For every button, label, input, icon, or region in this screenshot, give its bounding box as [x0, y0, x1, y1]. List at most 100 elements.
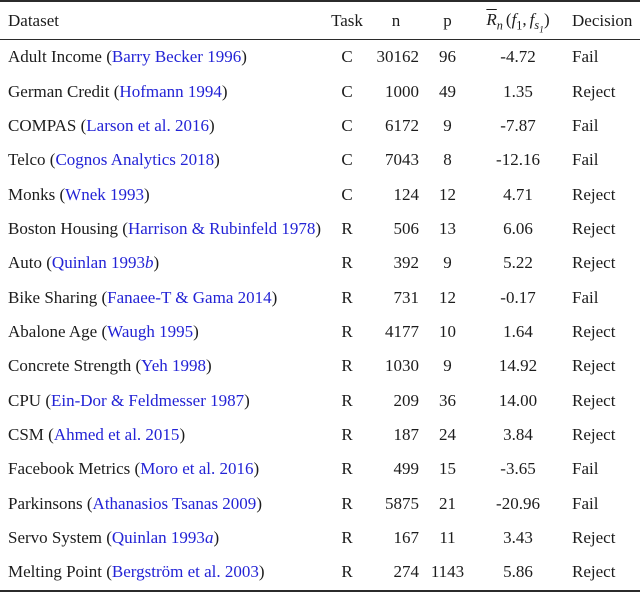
table-row: Boston Housing (Harrison & Rubinfeld 197… — [0, 212, 640, 246]
table-header: Dataset Task n p Rn (f1, fs1) Decision — [0, 1, 640, 40]
dataset-name: Auto — [8, 253, 42, 273]
citation-link[interactable]: Ein-Dor & Feldmesser 1987 — [51, 390, 245, 410]
task-cell: C — [341, 47, 353, 67]
dataset-cell: Bike Sharing (Fanaee-T & Gama 2014) — [0, 280, 324, 314]
p-cell: 15 — [439, 459, 456, 479]
table-row: Telco (Cognos Analytics 2018) C 7043 8 -… — [0, 143, 640, 177]
dataset-cell: Monks (Wnek 1993) — [0, 178, 324, 212]
paren: ) — [543, 10, 550, 30]
citation-link[interactable]: Quinlan 1993b — [51, 253, 154, 273]
paren: ( — [59, 184, 66, 204]
paren: ( — [113, 81, 120, 101]
dataset-name: Melting Point — [8, 562, 102, 582]
risk-cell: 5.22 — [503, 253, 533, 273]
n-cell: 124 — [393, 184, 420, 204]
citation-link[interactable]: Moro et al. 2016 — [140, 459, 254, 479]
paren: ) — [144, 184, 150, 204]
dataset-name: COMPAS — [8, 116, 77, 136]
paren: ) — [315, 219, 322, 238]
citation-link[interactable]: Ahmed et al. 2015 — [53, 424, 180, 444]
n-cell: 499 — [393, 459, 420, 479]
citation-link[interactable]: Hofmann 1994 — [119, 81, 222, 101]
column-header-n: n — [370, 1, 421, 40]
table-row: COMPAS (Larson et al. 2016) C 6172 9 -7.… — [0, 109, 640, 143]
task-cell: R — [341, 321, 353, 341]
n-cell: 6172 — [385, 116, 419, 136]
paren: ) — [209, 116, 215, 136]
paren: ) — [271, 287, 278, 307]
dataset-cell: COMPAS (Larson et al. 2016) — [0, 109, 324, 143]
p-cell: 9 — [443, 356, 452, 376]
paren: ( — [106, 47, 112, 67]
citation-link[interactable]: Larson et al. 2016 — [86, 116, 210, 136]
paren: ( — [134, 459, 141, 479]
task-cell: C — [341, 116, 353, 136]
n-cell: 187 — [393, 424, 420, 444]
dataset-cell: Concrete Strength (Yeh 1998) — [0, 349, 324, 383]
p-cell: 13 — [439, 219, 456, 238]
risk-cell: 14.92 — [498, 356, 538, 376]
decision-cell: Reject — [572, 184, 616, 204]
dataset-cell: Auto (Quinlan 1993b) — [0, 246, 324, 280]
task-cell: R — [341, 287, 353, 307]
decision-cell: Reject — [572, 424, 616, 444]
dataset-name: Facebook Metrics — [8, 459, 131, 479]
risk-cell: 3.43 — [503, 527, 533, 547]
decision-cell: Reject — [572, 390, 616, 410]
f1-subscript: 1 — [516, 18, 523, 33]
decision-cell: Fail — [572, 287, 599, 307]
risk-cell: 3.84 — [503, 424, 533, 444]
task-cell: R — [341, 562, 353, 582]
p-cell: 9 — [443, 116, 452, 136]
decision-cell: Reject — [572, 253, 616, 273]
rbar-symbol: R — [486, 10, 497, 30]
table-row: Adult Income (Barry Becker 1996) C 30162… — [0, 40, 640, 75]
risk-cell: 1.64 — [503, 321, 533, 341]
paren: ( — [505, 10, 512, 30]
table-row: Parkinsons (Athanasios Tsanas 2009) R 58… — [0, 486, 640, 520]
risk-cell: -0.17 — [500, 287, 536, 307]
p-cell: 9 — [443, 253, 452, 273]
paren: ( — [46, 253, 52, 273]
p-cell: 10 — [439, 321, 456, 341]
citation-link[interactable]: Athanasios Tsanas 2009 — [92, 493, 257, 513]
task-cell: R — [341, 527, 353, 547]
dataset-cell: German Credit (Hofmann 1994) — [0, 75, 324, 109]
risk-cell: 5.86 — [503, 562, 533, 582]
citation-link[interactable]: Bergström et al. 2003 — [111, 562, 259, 582]
column-header-dataset: Dataset — [0, 1, 324, 40]
paren: ( — [106, 527, 112, 547]
citation-link[interactable]: Harrison & Rubinfeld 1978 — [127, 219, 316, 238]
citation-link[interactable]: Barry Becker 1996 — [111, 47, 242, 67]
citation-link[interactable]: Fanaee-T & Gama 2014 — [107, 287, 272, 307]
dataset-name: Monks — [8, 184, 56, 204]
paren: ) — [244, 390, 250, 410]
citation-link[interactable]: Cognos Analytics 2018 — [55, 150, 215, 170]
dataset-name: Abalone Age — [8, 321, 98, 341]
dataset-cell: Servo System (Quinlan 1993a) — [0, 521, 324, 555]
task-cell: C — [341, 150, 353, 170]
table-row: Bike Sharing (Fanaee-T & Gama 2014) R 73… — [0, 280, 640, 314]
dataset-name: CPU — [8, 390, 42, 410]
dataset-name: Concrete Strength — [8, 356, 132, 376]
task-cell: R — [341, 253, 353, 273]
task-cell: C — [341, 81, 353, 101]
n-cell: 392 — [393, 253, 420, 273]
citation-link[interactable]: Quinlan 1993a — [111, 527, 214, 547]
paren: ) — [193, 321, 199, 341]
paren: ) — [256, 493, 262, 513]
risk-cell: -4.72 — [500, 47, 536, 67]
task-cell: R — [341, 219, 353, 238]
rbar-subscript: n — [496, 18, 503, 33]
f2-subscript: s1 — [534, 18, 544, 36]
paren: ) — [214, 150, 220, 170]
paren: ) — [153, 253, 160, 273]
paren: ( — [48, 424, 54, 444]
n-cell: 274 — [393, 562, 420, 582]
citation-link[interactable]: Wnek 1993 — [65, 184, 144, 204]
dataset-cell: Adult Income (Barry Becker 1996) — [0, 40, 324, 75]
citation-link[interactable]: Waugh 1995 — [107, 321, 194, 341]
citation-link[interactable]: Yeh 1998 — [141, 356, 207, 376]
n-cell: 30162 — [376, 47, 420, 67]
